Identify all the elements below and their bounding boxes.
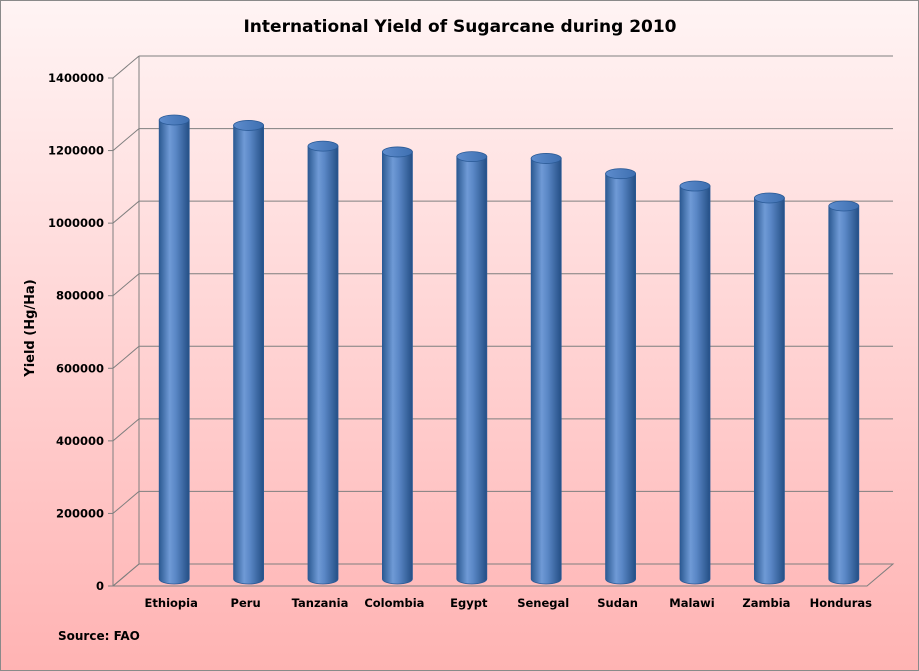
y-tick-label: 200000: [56, 506, 104, 520]
y-tick-labels: 0 200000 400000 600000 800000 1000000 1200000 1…: [48, 71, 104, 593]
floor-plane: [111, 563, 895, 587]
y-tick-label: 0: [96, 579, 104, 593]
bar-body: [754, 197, 785, 585]
axes: [108, 56, 895, 587]
bar-body: [828, 205, 860, 585]
bar-top: [605, 168, 636, 180]
bar-top: [828, 200, 860, 212]
bar: [233, 120, 265, 585]
x-tick-label: Tanzania: [292, 596, 349, 610]
x-tick-label: Malawi: [669, 596, 714, 610]
bar: [158, 114, 190, 585]
bar-top: [381, 146, 413, 158]
bar-top: [233, 120, 265, 131]
y-tick-label: 600000: [56, 361, 104, 375]
x-tick-label: Ethiopia: [145, 596, 198, 610]
x-tick-label: Colombia: [364, 596, 424, 610]
y-axis-label: Yield (Hg/Ha): [23, 279, 38, 377]
bar: [456, 151, 488, 585]
y-tick-label: 1200000: [48, 144, 104, 158]
x-tick-labels: Ethiopia Peru Tanzania Colombia Egypt Senegal…: [145, 596, 873, 610]
bar-top: [307, 140, 339, 152]
bar: [754, 192, 785, 585]
bar: [605, 168, 636, 585]
gridline-connector: [112, 200, 140, 224]
gridline-connector: [112, 418, 140, 442]
x-tick-label: Egypt: [450, 596, 488, 610]
bar-body: [382, 151, 413, 585]
bar-body: [456, 156, 488, 585]
gridline-connector: [112, 345, 140, 369]
bar-top: [679, 180, 711, 192]
chart-title: International Yield of Sugarcane during …: [243, 17, 676, 37]
gridline-connector: [112, 55, 140, 79]
gridlines: [112, 55, 893, 587]
x-tick-label: Sudan: [597, 596, 638, 610]
bar: [307, 140, 339, 585]
bar: [828, 200, 860, 585]
bar-body: [158, 119, 190, 585]
bar-body: [605, 173, 636, 585]
bar-body: [530, 158, 562, 585]
bar-body: [233, 125, 264, 585]
y-tick-label: 800000: [56, 289, 104, 303]
bar-body: [679, 185, 711, 585]
bar-top: [158, 114, 190, 126]
x-tick-label: Zambia: [742, 596, 790, 610]
bar: [530, 153, 562, 585]
bar: [679, 180, 711, 585]
bar: [381, 146, 413, 585]
y-tick-label: 1000000: [48, 216, 104, 230]
x-tick-label: Peru: [231, 596, 261, 610]
gridline-connector: [112, 128, 140, 151]
bar-body: [307, 145, 339, 585]
source-note: Source: FAO: [58, 629, 140, 643]
x-tick-label: Honduras: [810, 596, 873, 610]
bars: [158, 114, 860, 585]
gridline-connector: [112, 273, 140, 297]
x-tick-label: Senegal: [517, 596, 569, 610]
bar-top: [754, 192, 785, 204]
y-tick-label: 1400000: [48, 71, 104, 85]
bar-top: [530, 153, 562, 164]
gridline-connector: [112, 491, 140, 514]
y-tick-label: 400000: [56, 434, 104, 448]
bar-top: [456, 151, 488, 163]
